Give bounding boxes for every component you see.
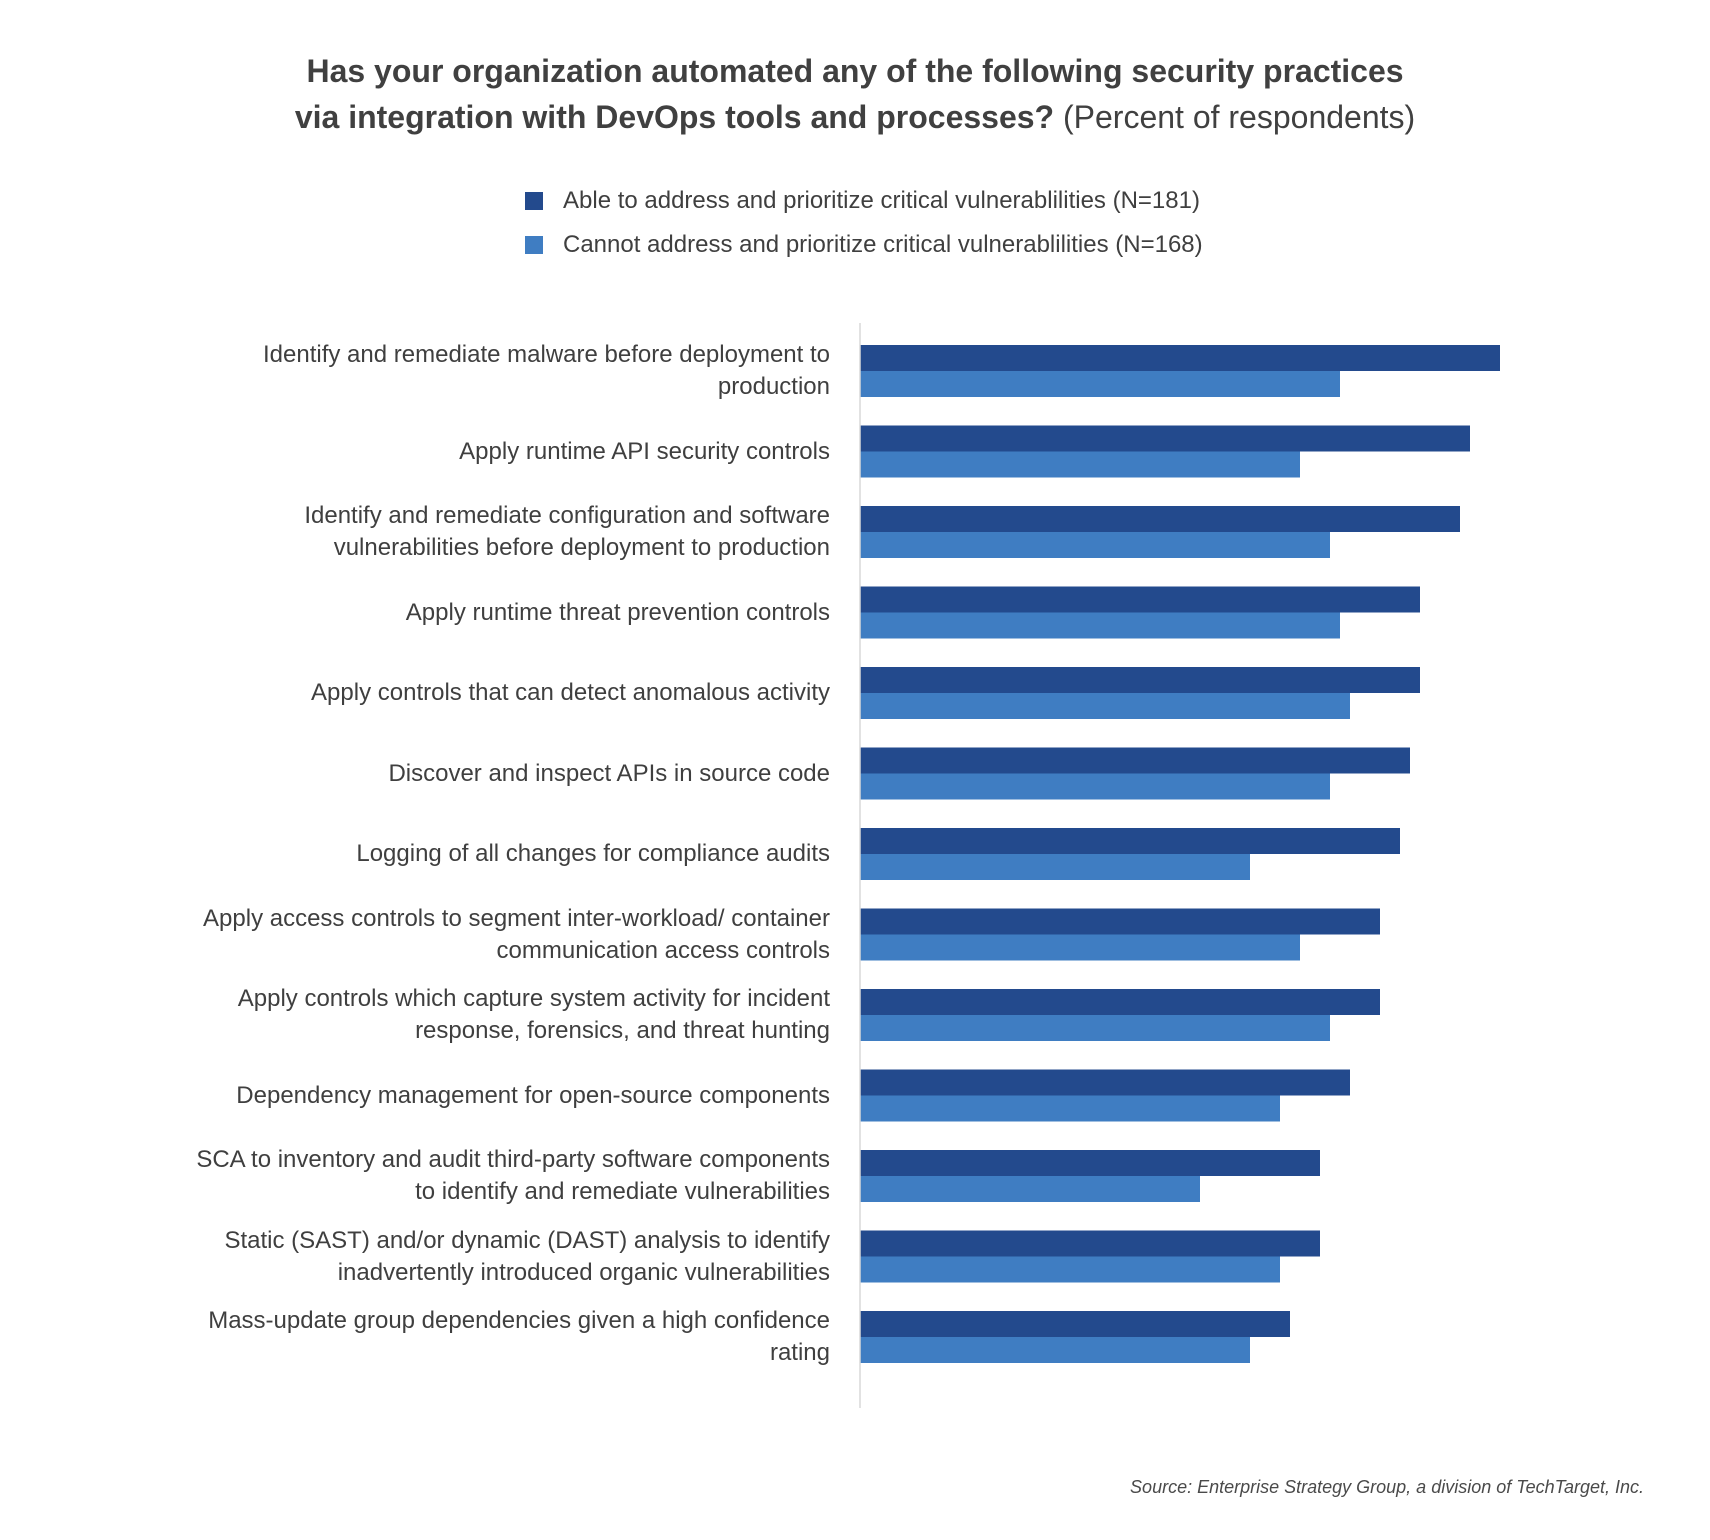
bar-series1-cat3 (860, 506, 1460, 532)
chart-title-line1: Has your organization automated any of t… (306, 53, 1404, 89)
category-label: Logging of all changes for compliance au… (356, 840, 830, 867)
bar-series1-cat5 (860, 667, 1420, 693)
category-label: Apply runtime API security controls (459, 437, 830, 465)
bar-series2-cat10 (860, 1095, 1280, 1122)
category-label: Dependency management for open-source co… (236, 1081, 830, 1109)
category-label: Mass-update group dependencies given a h… (208, 1307, 830, 1366)
bar-series2-cat13 (860, 1337, 1250, 1363)
category-label: Identify and remediate configuration and… (304, 502, 830, 561)
chart-title: Has your organization automated any of t… (0, 48, 1710, 140)
bar-series2-cat12 (860, 1256, 1280, 1283)
bar-series2-cat3 (860, 532, 1330, 558)
category-label: SCA to inventory and audit third-party s… (196, 1146, 830, 1205)
bar-series1-cat10 (860, 1069, 1350, 1096)
bar-series2-cat2 (860, 451, 1300, 478)
bar-series1-cat13 (860, 1311, 1290, 1337)
bar-series1-cat1 (860, 345, 1500, 371)
bar-series1-cat12 (860, 1230, 1320, 1257)
bar-series2-cat1 (860, 371, 1340, 397)
bar-series2-cat6 (860, 773, 1330, 800)
category-label: Apply access controls to segment inter-w… (203, 904, 830, 964)
bar-series2-cat11 (860, 1176, 1200, 1202)
legend-label-cannot: Cannot address and prioritize critical v… (563, 231, 1203, 258)
category-label: Static (SAST) and/or dynamic (DAST) anal… (224, 1226, 830, 1286)
chart-subtitle: (Percent of respondents) (1062, 99, 1416, 135)
legend-label-able: Able to address and prioritize critical … (563, 187, 1200, 214)
bar-series2-cat7 (860, 854, 1250, 880)
bar-series2-cat8 (860, 934, 1300, 961)
bar-series2-cat9 (860, 1015, 1330, 1041)
category-label: Apply controls that can detect anomalous… (311, 679, 830, 706)
bar-series1-cat11 (860, 1150, 1320, 1176)
category-label: Identify and remediate malware before de… (263, 341, 830, 400)
bar-series1-cat7 (860, 828, 1400, 854)
bar-series2-cat4 (860, 612, 1340, 639)
source-note: Source: Enterprise Strategy Group, a div… (1130, 1477, 1644, 1497)
legend-swatch-cannot (525, 236, 543, 254)
bars-group (860, 345, 1500, 1363)
bar-series1-cat6 (860, 747, 1410, 774)
category-label: Apply runtime threat prevention controls (405, 598, 830, 626)
bar-series1-cat9 (860, 989, 1380, 1015)
bar-series2-cat5 (860, 693, 1350, 719)
category-label: Discover and inspect APIs in source code (388, 759, 830, 787)
legend-swatch-able (525, 192, 543, 210)
bar-series1-cat2 (860, 425, 1470, 452)
bar-series1-cat8 (860, 908, 1380, 935)
bar-series1-cat4 (860, 586, 1420, 613)
chart-title-line2: via integration with DevOps tools and pr… (294, 99, 1055, 135)
category-label: Apply controls which capture system acti… (237, 985, 830, 1044)
